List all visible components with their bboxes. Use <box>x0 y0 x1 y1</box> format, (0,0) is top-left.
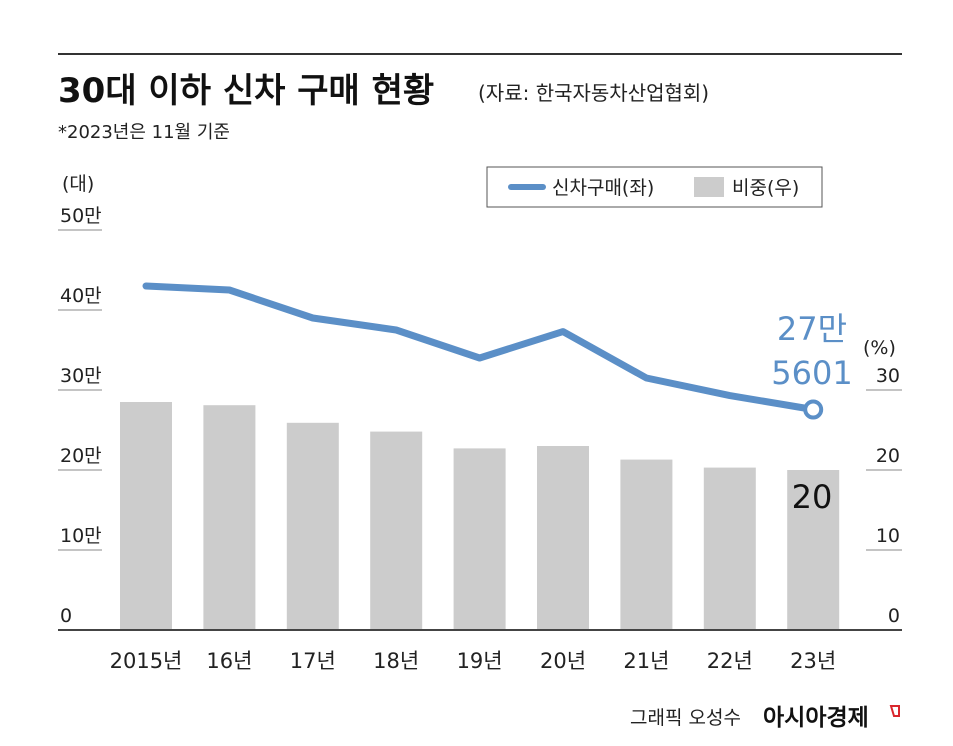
series-line <box>142 282 817 413</box>
legend-box <box>486 166 823 208</box>
bar-3 <box>370 431 423 630</box>
right-tick-label-3: 30 <box>876 365 900 387</box>
category-label-5: 20년 <box>540 649 586 673</box>
chart-title: 30대 이하 신차 구매 현황 <box>58 71 434 111</box>
legend-bar-label: 비중(우) <box>732 177 799 199</box>
brand-logo: 아시아경제 <box>763 705 869 731</box>
bar-series <box>120 402 840 630</box>
line-last-label-2: 5601 <box>771 354 852 392</box>
legend-bar-swatch <box>694 177 724 197</box>
bar-7 <box>703 467 756 630</box>
category-label-1: 16년 <box>206 649 252 673</box>
bar-0 <box>120 402 172 630</box>
right-tick-label-2: 20 <box>876 445 900 467</box>
chart-note: *2023년은 11월 기준 <box>58 122 230 143</box>
left-tick-label-4: 40만 <box>60 285 102 307</box>
category-labels: 2015년 16년 17년 18년 19년 20년 21년 22년 23년 <box>110 649 837 673</box>
left-tick-label-1: 10만 <box>60 525 102 547</box>
left-axis: (대) 0 10만 20만 30만 40만 50만 <box>58 173 102 627</box>
credit: 그래픽 오성수 <box>630 707 741 729</box>
bar-4 <box>453 448 506 630</box>
right-axis: (%) 0 10 20 30 <box>863 337 902 627</box>
category-label-0: 2015년 <box>110 649 183 673</box>
legend: 신차구매(좌) 비중(우) <box>486 166 823 208</box>
category-label-8: 23년 <box>790 649 836 673</box>
bar-8 <box>787 470 840 630</box>
left-tick-label-0: 0 <box>60 605 72 627</box>
line-series <box>142 282 824 420</box>
category-label-6: 21년 <box>623 649 669 673</box>
right-tick-label-0: 0 <box>888 605 900 627</box>
left-tick-label-5: 50만 <box>60 205 102 227</box>
right-axis-unit: (%) <box>863 337 896 359</box>
category-label-2: 17년 <box>290 649 336 673</box>
line-end-point <box>803 399 824 420</box>
chart-source: (자료: 한국자동차산업협회) <box>478 81 709 105</box>
bar-1 <box>203 405 256 630</box>
left-tick-label-2: 20만 <box>60 445 102 467</box>
bar-2 <box>286 422 339 630</box>
bar-last-label: 20 <box>792 478 833 516</box>
bar-6 <box>620 459 673 630</box>
category-label-7: 22년 <box>707 649 753 673</box>
category-label-4: 19년 <box>457 649 503 673</box>
brand-mark-icon <box>889 705 900 717</box>
legend-line-label: 신차구매(좌) <box>552 177 654 199</box>
category-label-3: 18년 <box>373 649 419 673</box>
line-last-label-1: 27만 <box>777 310 847 348</box>
bar-5 <box>537 446 589 630</box>
left-tick-label-3: 30만 <box>60 365 102 387</box>
left-axis-unit: (대) <box>62 173 94 195</box>
right-tick-label-1: 10 <box>876 525 900 547</box>
